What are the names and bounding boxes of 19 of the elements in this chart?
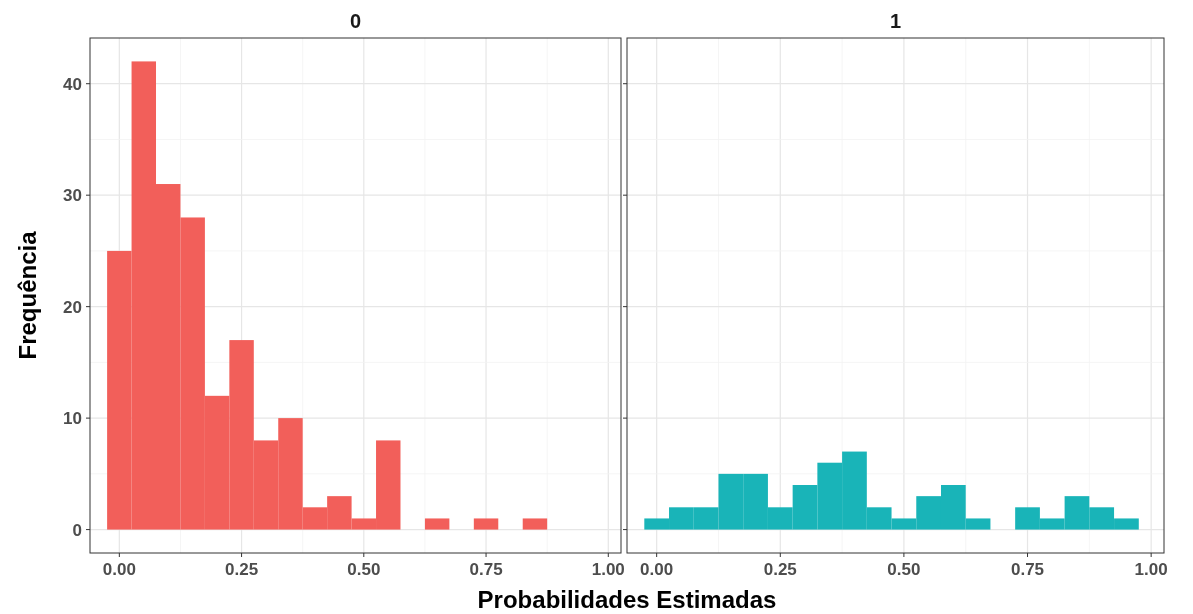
x-tick-label: 0.75: [1010, 560, 1045, 579]
x-axis-title: Probabilidades Estimadas: [477, 586, 777, 613]
x-tick-label: 0.25: [225, 560, 259, 579]
chart-title: 1: [889, 10, 902, 32]
x-tick-label: 1.00: [591, 560, 625, 579]
y-tick-label: 40: [63, 74, 82, 94]
y-tick-label: 0: [72, 520, 82, 540]
x-tick-label: 0.50: [347, 560, 381, 579]
y-axis-title: Frequência: [14, 230, 41, 360]
y-tick-label: 30: [63, 186, 82, 206]
chart-title: 0: [349, 10, 362, 32]
x-tick-label: 1.00: [1134, 560, 1168, 579]
x-tick-label: 0.00: [102, 560, 136, 579]
y-tick-label: 20: [63, 297, 82, 317]
x-tick-label: 0.00: [640, 560, 674, 579]
x-tick-label: 0.25: [763, 560, 797, 579]
x-tick-label: 0.75: [469, 560, 503, 579]
y-tick-label: 10: [63, 409, 82, 429]
x-tick-label: 0.50: [887, 560, 921, 579]
